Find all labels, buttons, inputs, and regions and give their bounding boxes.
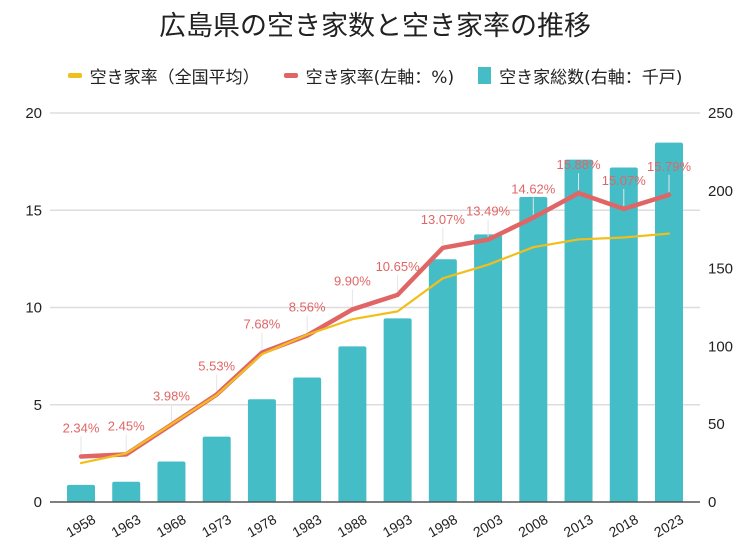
left-axis-tick-label: 5: [34, 397, 42, 414]
x-axis: 1958 1963 1968 1973 1978 1983 1988 1993 1998 2003…: [50, 501, 700, 541]
bar: [383, 318, 412, 502]
bar: [67, 484, 95, 502]
bar: [519, 197, 548, 503]
left-axis-tick-label: 10: [25, 300, 42, 317]
x-axis-tick-label: 1983: [289, 511, 324, 541]
left-axis-tick-label: 20: [25, 105, 42, 122]
data-labels: 2.34% 2.45% 3.98% 5.53% 7.68% 8.56% 9.90% 10.65…: [63, 157, 692, 454]
data-label: 7.68%: [243, 317, 280, 332]
data-label: 2.45%: [108, 418, 145, 433]
bar: [428, 259, 457, 502]
bar: [338, 346, 367, 502]
data-label: 15.07%: [602, 173, 647, 188]
data-label: 3.98%: [153, 389, 190, 404]
line-series: [78, 190, 672, 465]
legend-item-national-rate[interactable]: 空き家率（全国平均）: [67, 63, 260, 88]
right-axis-tick-label: 100: [708, 338, 733, 355]
legend: 空き家率（全国平均） 空き家率(左軸：%) 空き家総数(右軸：千戸): [0, 63, 750, 88]
right-axis: 0 50 100 150 200 250: [708, 105, 733, 511]
legend-item-hiroshima-rate[interactable]: 空き家率(左軸：%): [283, 63, 455, 88]
left-axis: 0 5 10 15 20: [25, 105, 42, 511]
right-axis-tick-label: 200: [708, 183, 733, 200]
bar: [564, 159, 593, 502]
right-axis-tick-label: 50: [708, 416, 725, 433]
legend-label-national-rate: 空き家率（全国平均）: [89, 68, 260, 88]
data-label: 15.88%: [556, 157, 601, 172]
x-axis-tick-label: 2023: [651, 511, 686, 541]
bar: [293, 377, 322, 502]
right-axis-tick-label: 150: [708, 261, 733, 278]
legend-swatch-vacant-total: [478, 67, 492, 84]
bar: [655, 142, 683, 502]
data-label: 14.62%: [511, 182, 556, 197]
data-label: 15.79%: [647, 159, 692, 174]
bar: [157, 461, 186, 502]
x-axis-tick-label: 1998: [425, 511, 460, 541]
left-axis-tick-label: 15: [25, 202, 42, 219]
bar: [247, 399, 276, 502]
bar: [202, 436, 231, 502]
chart-title: 広島県の空き家数と空き家率の推移: [159, 11, 591, 42]
legend-swatch-national-rate: [67, 73, 82, 78]
right-axis-tick-label: 0: [708, 494, 716, 511]
x-axis-tick-label: 1958: [63, 511, 98, 541]
data-label: 9.90%: [334, 273, 371, 288]
bar-series: [67, 142, 683, 503]
legend-label-vacant-total: 空き家総数(右軸：千戸): [499, 68, 683, 88]
x-axis-tick-label: 2008: [515, 511, 550, 541]
data-label: 10.65%: [376, 259, 421, 274]
bar: [112, 481, 141, 502]
data-label: 13.07%: [421, 212, 466, 227]
data-label: 5.53%: [198, 358, 235, 373]
x-axis-tick-label: 2013: [561, 511, 596, 541]
line-national-rate: [79, 232, 671, 465]
data-label: 2.34%: [63, 420, 100, 435]
x-axis-tick-label: 2003: [470, 511, 505, 541]
bar: [474, 234, 503, 503]
legend-item-vacant-total[interactable]: 空き家総数(右軸：千戸): [478, 63, 682, 88]
bar: [609, 167, 638, 502]
x-axis-tick-label: 1978: [244, 511, 279, 541]
x-axis-tick-label: 1988: [335, 511, 370, 541]
left-axis-tick-label: 0: [34, 494, 42, 511]
data-label: 13.49%: [466, 204, 511, 219]
right-axis-tick-label: 250: [708, 105, 733, 122]
x-axis-tick-label: 1963: [108, 511, 143, 541]
x-axis-tick-label: 1968: [154, 511, 189, 541]
x-axis-tick-label: 1973: [199, 511, 234, 541]
x-axis-tick-label: 1993: [380, 511, 415, 541]
x-axis-tick-label: 2018: [606, 511, 641, 541]
data-label: 8.56%: [289, 300, 326, 315]
legend-label-hiroshima-rate: 空き家率(左軸：%): [305, 68, 455, 88]
legend-swatch-hiroshima-rate: [283, 73, 298, 78]
